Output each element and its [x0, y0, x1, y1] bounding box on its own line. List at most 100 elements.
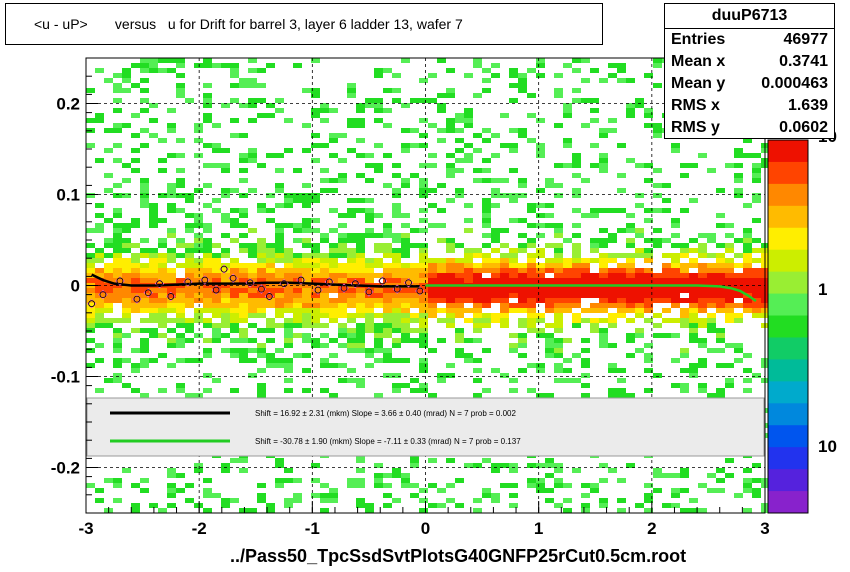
heat-cell: [752, 218, 761, 223]
heat-cell: [230, 268, 239, 273]
heat-cell: [455, 263, 464, 268]
heat-cell: [203, 248, 212, 253]
heat-cell: [590, 238, 599, 243]
heat-cell: [446, 263, 455, 268]
heat-cell: [275, 183, 284, 188]
heat-cell: [311, 478, 320, 483]
heat-cell: [167, 273, 176, 278]
heat-cell: [509, 268, 518, 273]
heat-cell: [374, 143, 383, 148]
heat-cell: [437, 103, 446, 108]
heat-cell: [140, 293, 149, 298]
heat-cell: [221, 218, 230, 223]
heat-cell: [608, 118, 617, 123]
heat-cell: [104, 293, 113, 298]
heat-cell: [230, 258, 239, 263]
heat-cell: [527, 278, 536, 283]
heat-cell: [653, 323, 662, 328]
heat-cell: [113, 363, 122, 368]
heat-cell: [410, 278, 419, 283]
heat-cell: [275, 278, 284, 283]
heat-cell: [104, 303, 113, 308]
heat-cell: [230, 63, 239, 68]
heat-cell: [482, 288, 491, 293]
heat-cell: [428, 98, 437, 103]
heat-cell: [446, 318, 455, 323]
heat-cell: [194, 333, 203, 338]
heat-cell: [599, 268, 608, 273]
heat-cell: [410, 143, 419, 148]
heat-cell: [680, 313, 689, 318]
stat-value: 0.000463: [761, 75, 828, 92]
heat-cell: [509, 468, 518, 473]
heat-cell: [572, 263, 581, 268]
heat-cell: [563, 63, 572, 68]
heat-cell: [509, 198, 518, 203]
heat-cell: [608, 288, 617, 293]
heat-cell: [302, 193, 311, 198]
heat-cell: [419, 303, 428, 308]
heat-cell: [284, 388, 293, 393]
heat-cell: [563, 273, 572, 278]
heat-cell: [293, 313, 302, 318]
heat-cell: [536, 63, 545, 68]
heat-cell: [689, 238, 698, 243]
heat-cell: [581, 383, 590, 388]
heat-cell: [257, 308, 266, 313]
heat-cell: [536, 143, 545, 148]
heat-cell: [374, 463, 383, 468]
heat-cell: [473, 58, 482, 63]
heat-cell: [284, 258, 293, 263]
heat-cell: [563, 288, 572, 293]
heat-cell: [401, 328, 410, 333]
heat-cell: [131, 223, 140, 228]
heat-cell: [113, 128, 122, 133]
heat-cell: [158, 243, 167, 248]
heat-cell: [608, 253, 617, 258]
heat-cell: [266, 283, 275, 288]
heat-cell: [311, 228, 320, 233]
heat-cell: [752, 373, 761, 378]
heat-cell: [140, 278, 149, 283]
heat-cell: [149, 308, 158, 313]
heat-cell: [437, 183, 446, 188]
heat-cell: [356, 198, 365, 203]
heat-cell: [428, 278, 437, 283]
heat-cell: [302, 288, 311, 293]
heat-cell: [482, 253, 491, 258]
heat-cell: [374, 168, 383, 173]
heat-cell: [365, 323, 374, 328]
heat-cell: [140, 303, 149, 308]
heat-cell: [275, 308, 284, 313]
heat-cell: [500, 273, 509, 278]
heat-cell: [194, 298, 203, 303]
heat-cell: [131, 253, 140, 258]
heat-cell: [167, 308, 176, 313]
heat-cell: [167, 473, 176, 478]
heat-cell: [608, 318, 617, 323]
heat-cell: [500, 143, 509, 148]
heat-cell: [680, 368, 689, 373]
heat-cell: [248, 118, 257, 123]
heat-cell: [329, 178, 338, 183]
heat-cell: [185, 288, 194, 293]
heat-cell: [167, 488, 176, 493]
heat-cell: [356, 253, 365, 258]
heat-cell: [590, 288, 599, 293]
stat-value: 46977: [783, 31, 829, 48]
heat-cell: [194, 248, 203, 253]
heat-cell: [95, 308, 104, 313]
heat-cell: [221, 263, 230, 268]
heat-cell: [527, 113, 536, 118]
heat-cell: [689, 328, 698, 333]
heat-cell: [131, 293, 140, 298]
heat-cell: [329, 298, 338, 303]
heat-cell: [212, 293, 221, 298]
heat-cell: [707, 298, 716, 303]
heat-cell: [329, 303, 338, 308]
heat-cell: [707, 288, 716, 293]
heat-cell: [644, 498, 653, 503]
heat-cell: [653, 238, 662, 243]
heat-cell: [536, 153, 545, 158]
heat-cell: [653, 488, 662, 493]
